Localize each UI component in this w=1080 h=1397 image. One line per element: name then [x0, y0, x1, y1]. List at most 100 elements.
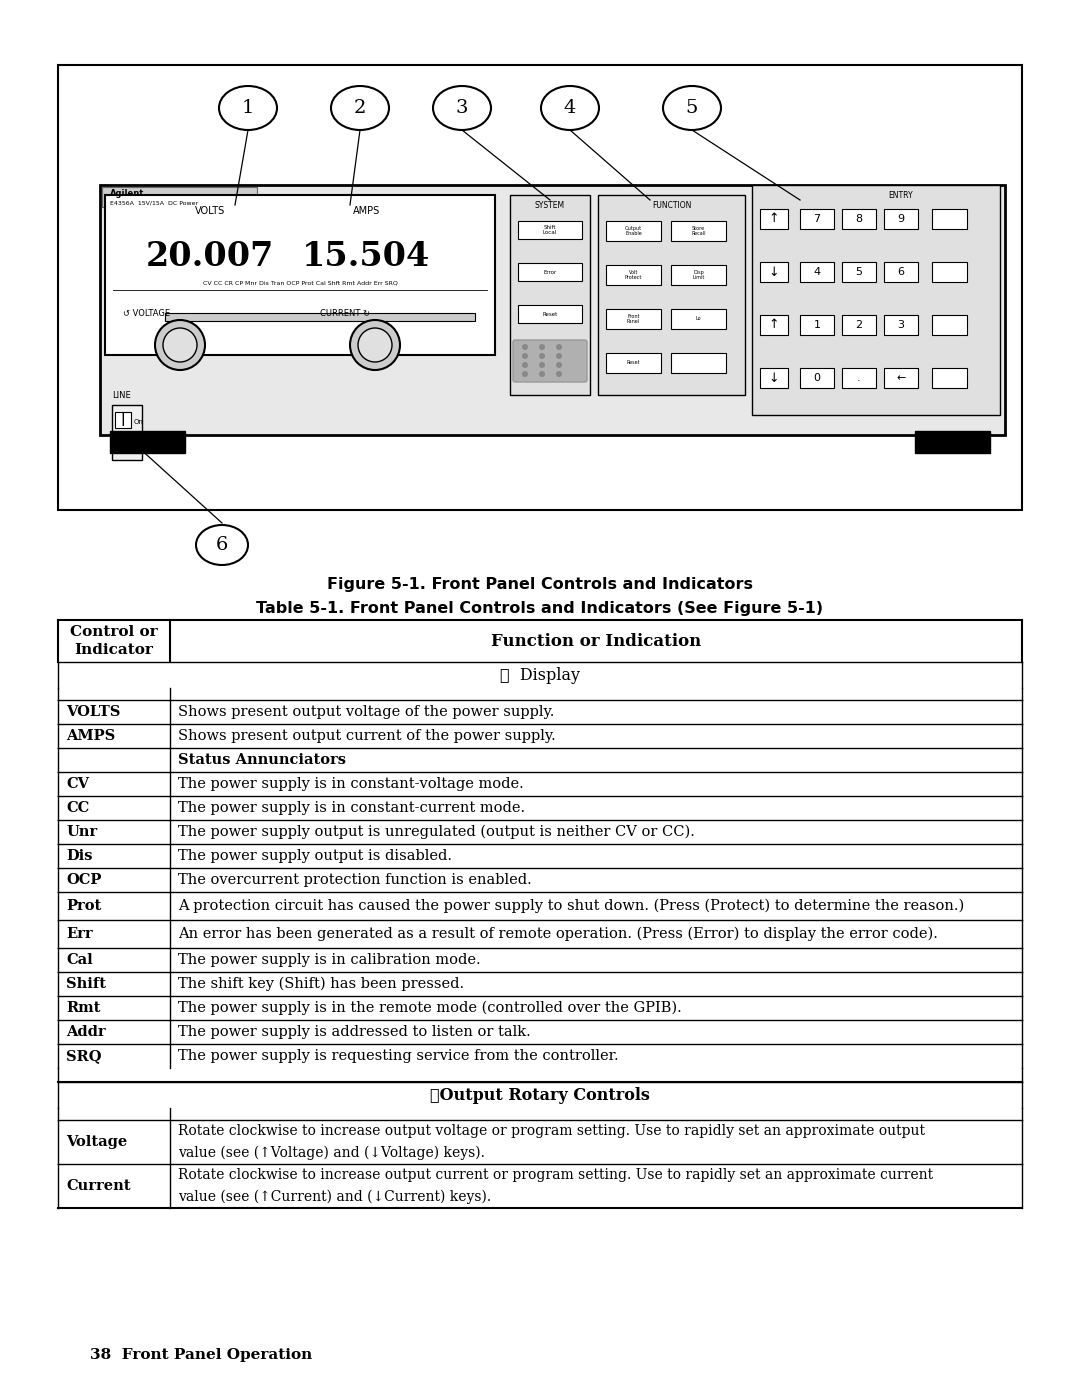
Bar: [58, 1083, 1022, 1108]
Bar: [800, 263, 834, 282]
Bar: [842, 314, 876, 335]
Ellipse shape: [330, 87, 389, 130]
Ellipse shape: [663, 87, 721, 130]
Text: Unr: Unr: [66, 826, 97, 840]
Text: 8: 8: [855, 214, 863, 224]
Circle shape: [556, 362, 562, 367]
Text: 20.007: 20.007: [146, 240, 274, 274]
Circle shape: [522, 353, 528, 359]
Bar: [518, 263, 582, 281]
Bar: [58, 620, 1022, 662]
Text: ②Output Rotary Controls: ②Output Rotary Controls: [430, 1087, 650, 1104]
Text: |: |: [121, 414, 125, 426]
Bar: [671, 309, 726, 330]
Bar: [518, 305, 582, 323]
Text: Rmt: Rmt: [66, 1002, 100, 1016]
Bar: [58, 820, 1022, 844]
Ellipse shape: [219, 87, 276, 130]
Circle shape: [539, 344, 545, 351]
Bar: [58, 844, 1022, 868]
Bar: [114, 434, 131, 450]
Bar: [58, 1020, 1022, 1044]
Text: Shift
Local: Shift Local: [543, 225, 557, 236]
Bar: [58, 66, 1022, 510]
Bar: [58, 796, 1022, 820]
Circle shape: [522, 372, 528, 377]
Text: Shift: Shift: [66, 977, 106, 990]
Text: ①  Display: ① Display: [500, 666, 580, 683]
Text: A protection circuit has caused the power supply to shut down. (Press (Protect) : A protection circuit has caused the powe…: [178, 898, 964, 914]
Text: The power supply is in constant-voltage mode.: The power supply is in constant-voltage …: [178, 777, 524, 791]
Text: .: .: [858, 373, 861, 383]
Text: O: O: [119, 437, 127, 447]
Bar: [598, 196, 745, 395]
Bar: [58, 773, 1022, 796]
Text: Disp
Limit: Disp Limit: [692, 270, 704, 281]
Circle shape: [522, 362, 528, 367]
Text: Dis: Dis: [66, 849, 93, 863]
Text: Reset: Reset: [542, 312, 557, 317]
Bar: [58, 949, 1022, 972]
Text: The power supply is in the remote mode (controlled over the GPIB).: The power supply is in the remote mode (…: [178, 1000, 681, 1016]
Bar: [58, 700, 1022, 724]
Text: On: On: [134, 419, 144, 425]
Bar: [915, 432, 990, 453]
Bar: [105, 196, 495, 355]
Bar: [606, 265, 661, 285]
Text: FUNCTION: FUNCTION: [652, 201, 691, 210]
Text: Function or Indication: Function or Indication: [491, 633, 701, 650]
Text: OCP: OCP: [66, 873, 102, 887]
Bar: [58, 747, 1022, 773]
Text: The overcurrent protection function is enabled.: The overcurrent protection function is e…: [178, 873, 531, 887]
Circle shape: [163, 328, 197, 362]
Text: Shows present output voltage of the power supply.: Shows present output voltage of the powe…: [178, 705, 554, 719]
Bar: [760, 314, 788, 335]
Text: The power supply output is unregulated (output is neither CV or CC).: The power supply output is unregulated (…: [178, 824, 694, 840]
Text: 3: 3: [897, 320, 905, 330]
Text: The shift key (Shift) has been pressed.: The shift key (Shift) has been pressed.: [178, 977, 464, 992]
Text: ↓: ↓: [769, 372, 780, 384]
Circle shape: [539, 362, 545, 367]
Text: VOLTS: VOLTS: [195, 205, 226, 217]
Text: VOLTS: VOLTS: [66, 705, 120, 719]
Bar: [58, 1067, 1022, 1083]
Text: ↺ VOLTAGE: ↺ VOLTAGE: [123, 309, 171, 317]
Text: 5: 5: [855, 267, 863, 277]
Bar: [800, 210, 834, 229]
Bar: [760, 263, 788, 282]
Text: 2: 2: [354, 99, 366, 117]
Text: Status Annunciators: Status Annunciators: [178, 753, 346, 767]
Bar: [606, 353, 661, 373]
Circle shape: [522, 344, 528, 351]
Text: 0: 0: [813, 373, 821, 383]
Text: Agilent: Agilent: [110, 189, 145, 197]
Bar: [671, 221, 726, 242]
Ellipse shape: [541, 87, 599, 130]
Bar: [114, 412, 131, 427]
Text: Cal: Cal: [66, 953, 93, 967]
Text: 6: 6: [897, 267, 905, 277]
Bar: [752, 184, 1000, 415]
Text: ↑: ↑: [769, 212, 780, 225]
Text: Current: Current: [66, 1179, 131, 1193]
Text: CC: CC: [66, 800, 90, 814]
Bar: [885, 210, 918, 229]
Bar: [58, 996, 1022, 1020]
Bar: [518, 221, 582, 239]
Bar: [58, 1108, 1022, 1120]
Bar: [885, 367, 918, 388]
Bar: [606, 309, 661, 330]
Text: ↑: ↑: [769, 319, 780, 331]
Text: Control or
Indicator: Control or Indicator: [70, 624, 158, 657]
Bar: [112, 405, 141, 460]
Circle shape: [556, 353, 562, 359]
Text: 7: 7: [813, 214, 821, 224]
Text: ↓: ↓: [769, 265, 780, 278]
Text: Output
Enable: Output Enable: [625, 225, 643, 236]
Text: The power supply is addressed to listen or talk.: The power supply is addressed to listen …: [178, 1025, 530, 1039]
Text: The power supply is requesting service from the controller.: The power supply is requesting service f…: [178, 1049, 619, 1063]
Bar: [58, 1044, 1022, 1067]
Bar: [800, 314, 834, 335]
Text: Lo: Lo: [696, 317, 701, 321]
Bar: [58, 1164, 1022, 1208]
